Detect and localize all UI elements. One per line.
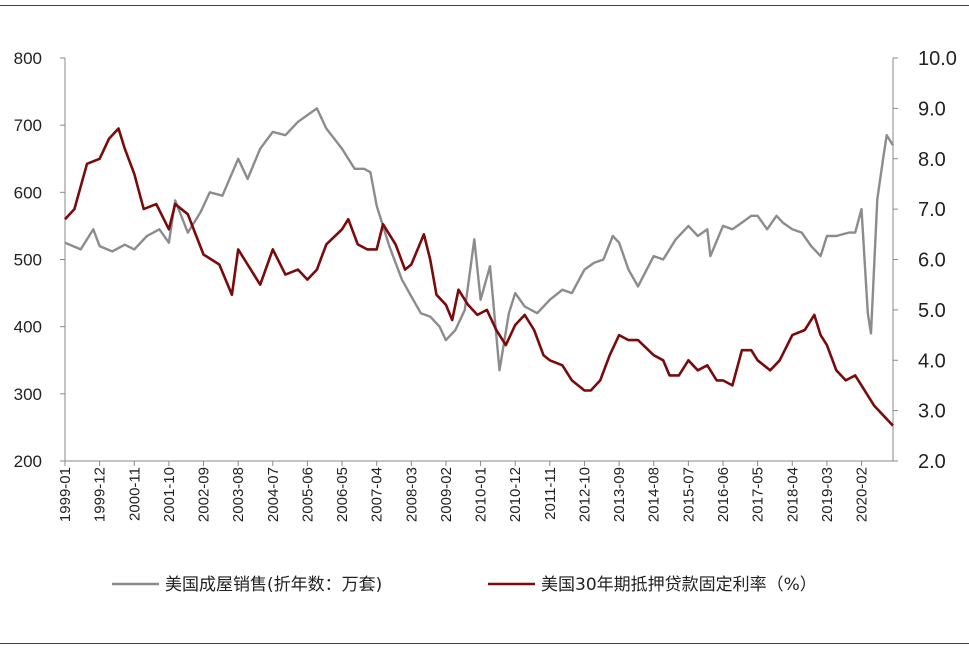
x-tick-label: 2008-03	[403, 467, 420, 522]
x-tick-label: 2006-05	[334, 467, 351, 522]
x-tick-label: 2020-02	[854, 467, 871, 522]
x-tick-label: 2015-07	[680, 467, 697, 522]
x-tick-label: 2004-07	[265, 467, 282, 522]
y-right-tick-label: 2.0	[918, 451, 946, 473]
y-right-tick-label: 7.0	[918, 199, 946, 221]
y-right-tick-label: 3.0	[918, 401, 946, 423]
y-right-tick-label: 4.0	[918, 350, 946, 372]
x-tick-label: 2009-02	[438, 467, 455, 522]
series-line-1	[64, 107, 895, 372]
series-line-2	[64, 127, 894, 427]
y-left-tick-label: 700	[14, 116, 42, 135]
legend-label-1: 美国成屋销售(折年数：万套)	[165, 575, 382, 595]
y-left-tick-label: 200	[14, 452, 42, 471]
x-tick-label: 2018-04	[784, 467, 801, 522]
x-tick-label: 2017-05	[750, 467, 767, 522]
y-right-tick-label: 8.0	[918, 149, 946, 171]
y-left-tick-label: 500	[14, 251, 42, 270]
top-rule	[0, 5, 969, 6]
x-tick-label: 2011-11	[542, 467, 559, 520]
x-tick-label: 2000-11	[126, 467, 143, 521]
axes: 200 300 400 500 600 700 800 2.0 3.0 4.0 5.0 6.0 7.0 8…	[14, 48, 957, 522]
x-tick-label: 1999-01	[57, 467, 74, 522]
y-right-tick-label: 6.0	[918, 250, 946, 272]
y-left-tick-label: 300	[14, 385, 42, 404]
y-right-tick-label: 5.0	[918, 300, 946, 322]
x-tick-label: 2010-12	[507, 467, 524, 522]
y-left-tick-label: 400	[14, 318, 42, 337]
y-left-tick-label: 800	[14, 49, 42, 68]
bottom-rule	[0, 643, 969, 644]
x-tick-label: 2001-10	[161, 467, 178, 522]
x-tick-label: 2013-09	[611, 467, 628, 522]
y-right-tick-label: 9.0	[918, 98, 946, 120]
x-tick-label: 2014-08	[646, 467, 663, 522]
x-tick-label: 2003-08	[230, 467, 247, 522]
y-right-tick-label: 10.0	[918, 48, 957, 70]
x-tick-label: 2010-01	[473, 467, 490, 522]
x-tick-label: 2005-06	[299, 467, 316, 522]
x-tick-label: 2012-10	[576, 467, 593, 522]
x-tick-label: 2007-04	[369, 467, 386, 522]
x-tick-label: 2019-03	[819, 467, 836, 522]
x-tick-label: 2016-06	[715, 467, 732, 522]
y-left-tick-label: 600	[14, 183, 42, 202]
x-tick-label: 2002-09	[196, 467, 213, 522]
x-tick-label: 1999-12	[92, 467, 109, 522]
legend: 美国成屋销售(折年数：万套) 美国30年期抵押贷款固定利率（%）	[112, 575, 817, 595]
legend-label-2: 美国30年期抵押贷款固定利率（%）	[541, 575, 817, 595]
series-layer	[64, 107, 895, 427]
